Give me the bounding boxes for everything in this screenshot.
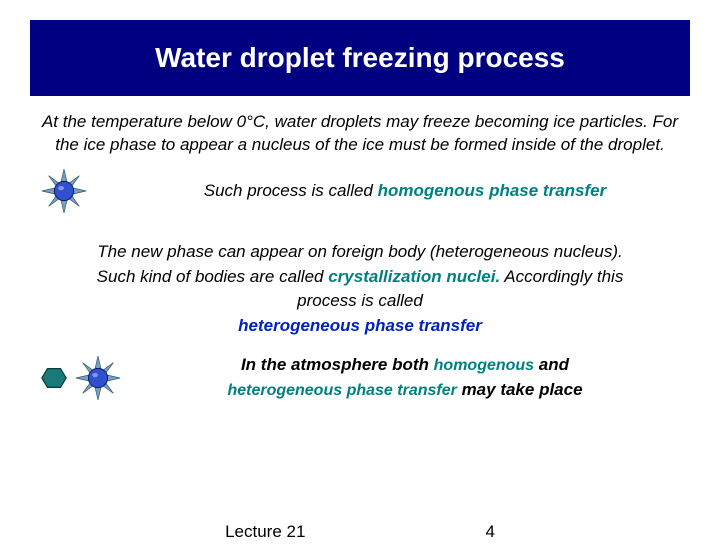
homogenous-row: Such process is called homogenous phase … <box>40 167 680 215</box>
summary-pre: In the atmosphere both <box>241 355 434 374</box>
summary-t1: homogenous <box>434 357 534 374</box>
homogenous-pre: Such process is called <box>204 181 378 200</box>
homogenous-text: Such process is called homogenous phase … <box>130 179 680 203</box>
summary-icon-area <box>40 354 130 402</box>
slide-title: Water droplet freezing process <box>30 20 690 96</box>
slide-footer: Lecture 21 4 <box>0 522 720 542</box>
heterogeneous-paragraph: The new phase can appear on foreign body… <box>90 240 630 339</box>
summary-row: In the atmosphere both homogenous and he… <box>40 353 680 402</box>
page-number: 4 <box>485 522 494 542</box>
summary-text: In the atmosphere both homogenous and he… <box>130 353 680 402</box>
homogenous-icon-area <box>40 167 130 215</box>
intro-paragraph: At the temperature below 0°C, water drop… <box>40 111 680 157</box>
droplet-star-icon <box>74 354 122 402</box>
summary-post: may take place <box>457 380 583 399</box>
hexagon-icon <box>40 364 68 392</box>
homogenous-term: homogenous phase transfer <box>378 181 607 200</box>
summary-t2: heterogeneous phase transfer <box>227 382 456 399</box>
lecture-label: Lecture 21 <box>225 522 305 542</box>
het-term2: heterogeneous phase transfer <box>238 316 482 335</box>
summary-mid1: and <box>534 355 569 374</box>
droplet-star-icon <box>40 167 88 215</box>
het-term1: crystallization nuclei. <box>328 267 500 286</box>
